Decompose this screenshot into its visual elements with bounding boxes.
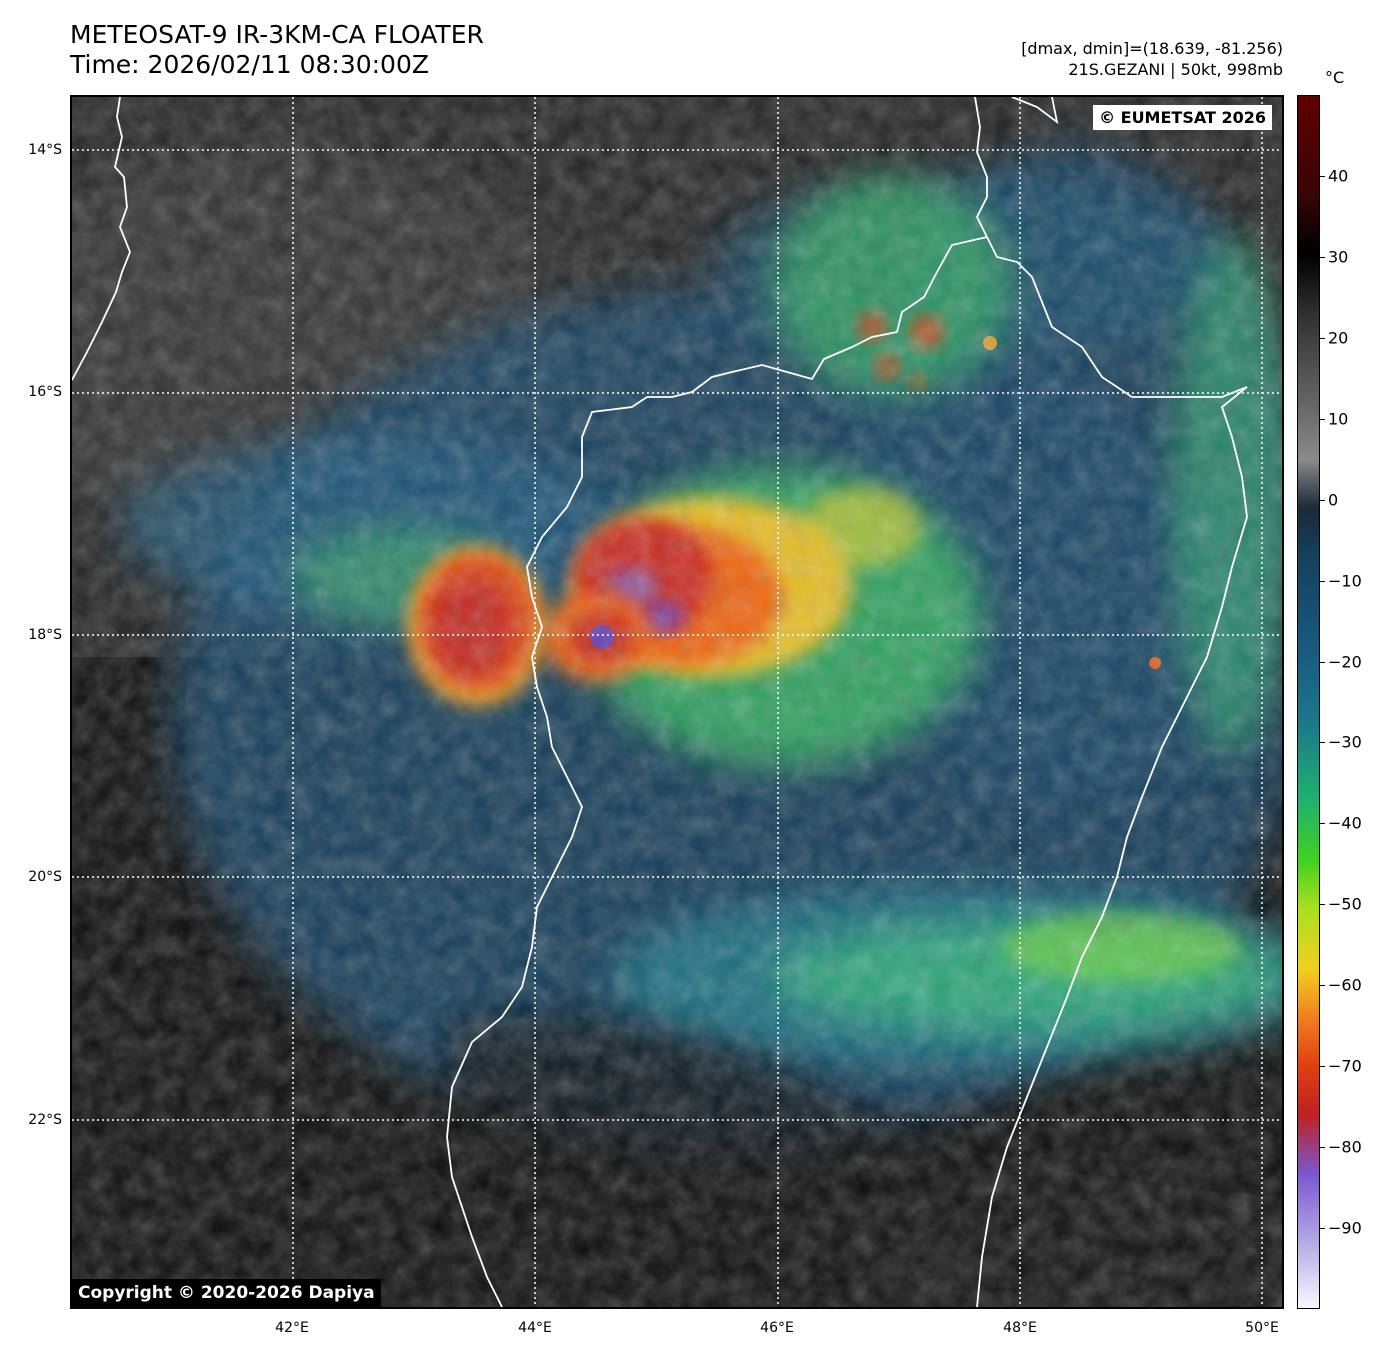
lon-label-44e: 44°E	[518, 1320, 552, 1336]
lat-label-18s: 18°S	[28, 627, 62, 643]
temperature-colorbar	[1297, 95, 1320, 1309]
satellite-map[interactable]: © EUMETSAT 2026 Copyright © 2020-2026 Da…	[70, 95, 1284, 1309]
colorbar-tickmark	[1320, 175, 1325, 177]
storm-summary: 21S.GEZANI | 50kt, 998mb	[1068, 60, 1283, 79]
lat-label-14s: 14°S	[28, 142, 62, 158]
colorbar-tick-label: 10	[1328, 409, 1349, 429]
colorbar-tick-label: −90	[1328, 1218, 1362, 1238]
colorbar-tick-label: −20	[1328, 652, 1362, 672]
colorbar-unit: °C	[1325, 68, 1345, 87]
coastline	[72, 97, 1248, 1307]
colorbar-tick-label: −60	[1328, 975, 1362, 995]
colorbar-tickmark	[1320, 337, 1325, 339]
lon-label-46e: 46°E	[760, 1320, 794, 1336]
lon-label-48e: 48°E	[1003, 1320, 1037, 1336]
colorbar-tickmark	[1320, 1228, 1325, 1230]
colorbar-tickmark	[1320, 742, 1325, 744]
colorbar-tickmark	[1320, 661, 1325, 663]
colorbar-tick-label: −50	[1328, 894, 1362, 914]
colorbar-tick-label: −80	[1328, 1137, 1362, 1157]
colorbar-tick-label: 40	[1328, 166, 1349, 186]
colorbar-tickmark	[1320, 823, 1325, 825]
lon-label-42e: 42°E	[275, 1320, 309, 1336]
colorbar-tickmark	[1320, 1147, 1325, 1149]
lat-label-22s: 22°S	[28, 1112, 62, 1128]
colorbar-tickmark	[1320, 499, 1325, 501]
colorbar-tickmark	[1320, 580, 1325, 582]
eumetsat-badge: © EUMETSAT 2026	[1093, 105, 1272, 130]
colorbar-tickmark	[1320, 904, 1325, 906]
title-block: METEOSAT-9 IR-3KM-CA FLOATER Time: 2026/…	[70, 20, 484, 80]
colorbar-tick-label: −30	[1328, 732, 1362, 752]
lat-label-16s: 16°S	[28, 384, 62, 400]
colorbar-tickmark	[1320, 418, 1325, 420]
value-range: [dmax, dmin]=(18.639, -81.256)	[1021, 39, 1283, 58]
copyright-badge: Copyright © 2020-2026 Dapiya	[72, 1279, 381, 1307]
colorbar-tickmark	[1320, 985, 1325, 987]
colorbar-tick-label: 0	[1328, 490, 1339, 510]
storm-info: [dmax, dmin]=(18.639, -81.256) 21S.GEZAN…	[1021, 38, 1283, 80]
colorbar-tickmark	[1320, 1066, 1325, 1068]
colorbar-tick-label: 20	[1328, 328, 1349, 348]
lon-label-50e: 50°E	[1245, 1320, 1279, 1336]
map-imagery	[72, 97, 1282, 1307]
map-gridlines	[72, 97, 1282, 1307]
timestamp: Time: 2026/02/11 08:30:00Z	[70, 50, 429, 79]
colorbar-tickmark	[1320, 256, 1325, 258]
colorbar-tick-label: 30	[1328, 247, 1349, 267]
colorbar-tick-label: −70	[1328, 1056, 1362, 1076]
product-title: METEOSAT-9 IR-3KM-CA FLOATER	[70, 20, 484, 49]
lat-label-20s: 20°S	[28, 869, 62, 885]
colorbar-tick-label: −40	[1328, 813, 1362, 833]
colorbar-tick-label: −10	[1328, 571, 1362, 591]
